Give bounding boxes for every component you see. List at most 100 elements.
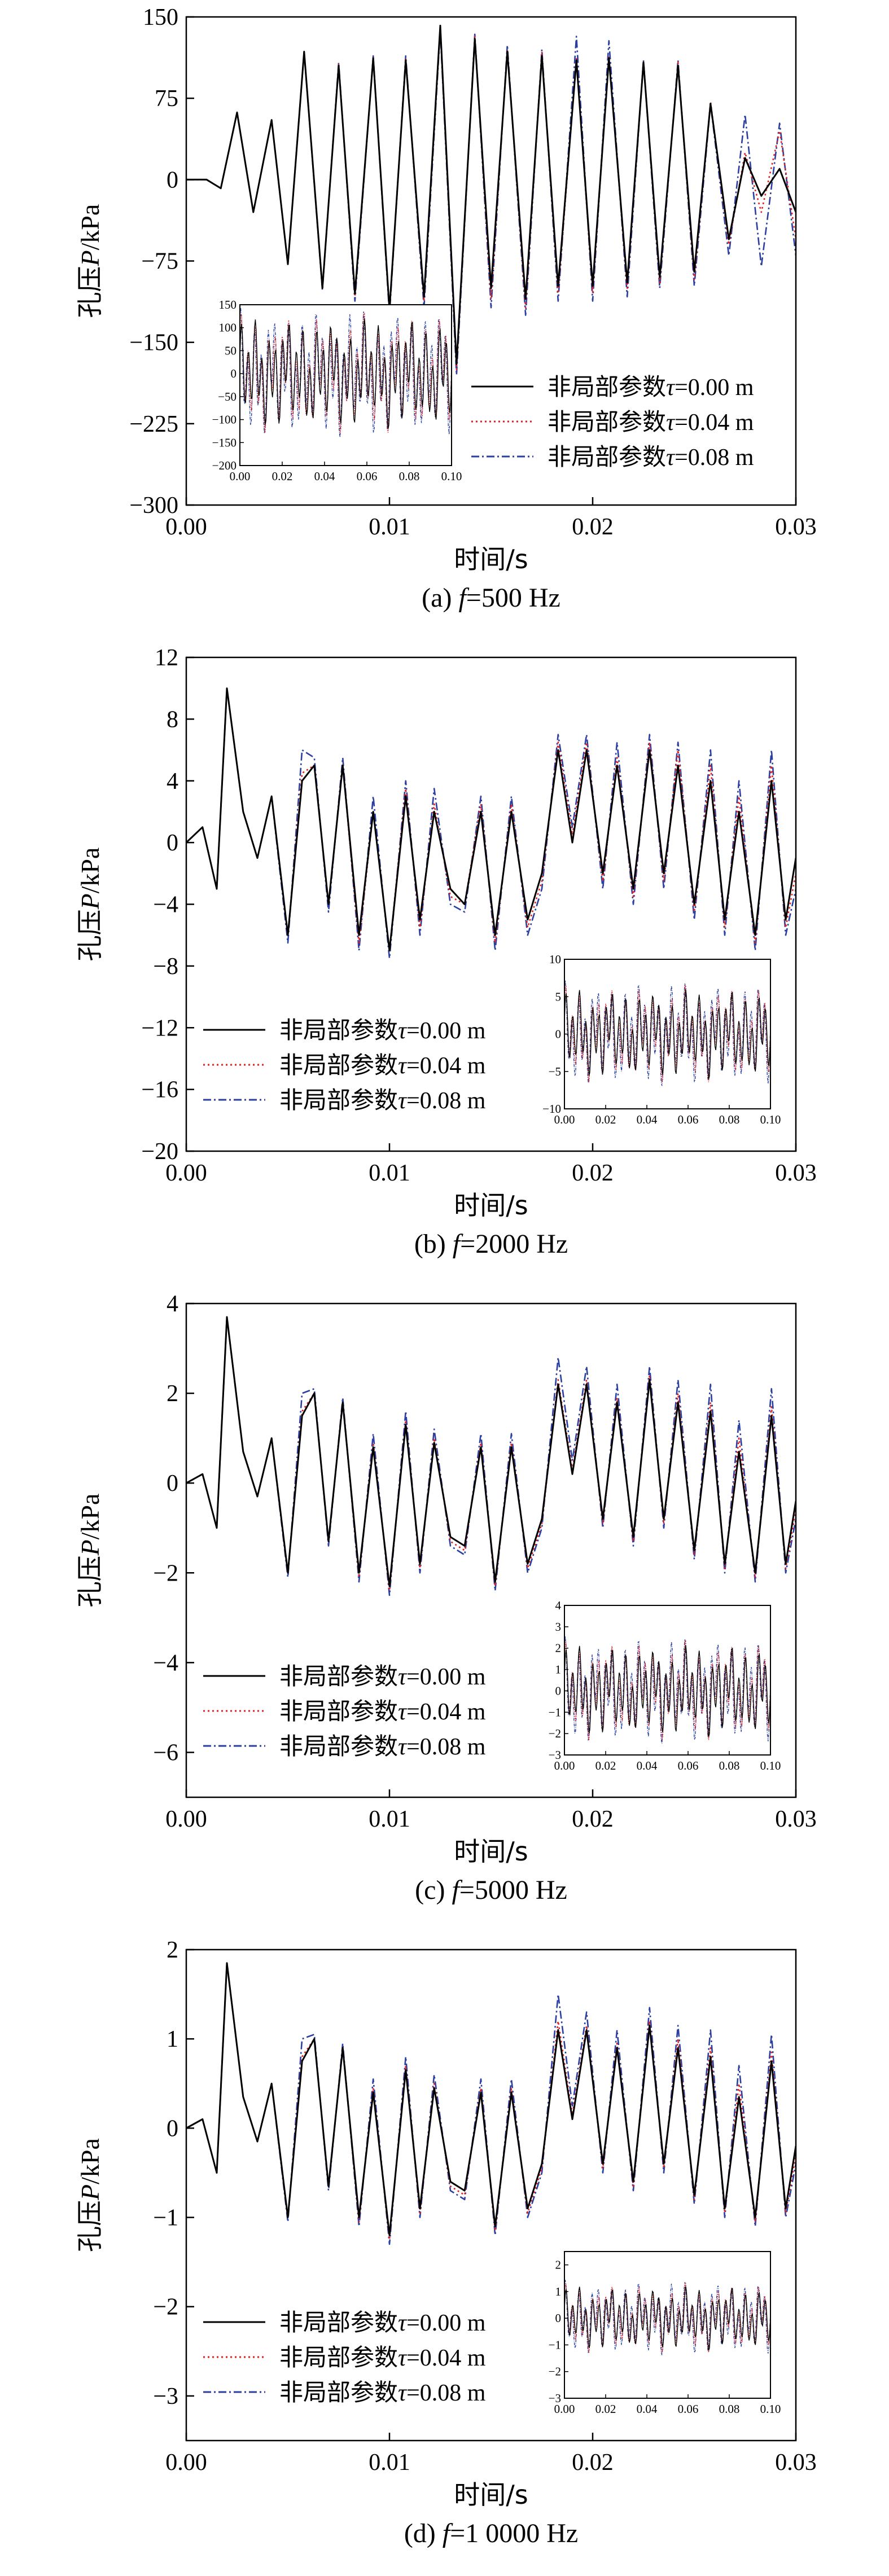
y-tick-label: 0 (167, 830, 178, 856)
y-tick-label: 1 (167, 2026, 178, 2052)
inset-x-tick-label: 0.10 (760, 1759, 781, 1772)
legend-label-prefix: 非局部参数 (279, 2378, 398, 2406)
legend-label-prefix: 非局部参数 (279, 1697, 398, 1725)
legend-label-2: 非局部参数τ=0.08 m (279, 1086, 486, 1114)
legend-label-prefix: 非局部参数 (548, 373, 666, 401)
caption-prefix: (b) (414, 1229, 453, 1259)
y-tick-label: 4 (167, 769, 178, 795)
legend-label-prefix: 非局部参数 (279, 1086, 398, 1114)
inset-series-line-0 (564, 2286, 770, 2351)
inset-y-tick-label: −150 (212, 436, 237, 449)
plot-frame (185, 1302, 797, 1798)
y-tick-label: −2 (153, 1560, 178, 1586)
plot-frame (185, 1949, 797, 2442)
legend-label-var: τ (398, 1053, 408, 1079)
inset-x-tick-label: 0.06 (678, 2402, 699, 2416)
inset-y-tick-label: 0 (231, 367, 237, 380)
caption-value: =1 0000 Hz (450, 2518, 578, 2548)
legend-label-value: =0.08 m (675, 445, 754, 471)
series-line-0 (186, 1962, 796, 2236)
inset-y-tick-label: 1 (555, 1663, 562, 1677)
inset-x-tick-label: 0.06 (678, 1113, 699, 1126)
legend-label-prefix: 非局部参数 (548, 408, 666, 436)
inset-x-tick-label: 0.04 (314, 469, 335, 483)
y-axis-label: 孔压P/kPa (75, 1494, 105, 1608)
legend-label-var: τ (398, 2380, 408, 2406)
inset-series-group (240, 308, 452, 437)
legend-label-0: 非局部参数τ=0.00 m (279, 1662, 486, 1690)
inset-y-tick-label: 150 (219, 298, 237, 311)
inset-background (240, 305, 452, 466)
legend-label-2: 非局部参数τ=0.08 m (548, 443, 754, 471)
y-axis-label-suffix: /kPa (76, 1494, 104, 1540)
series-line-2 (186, 29, 796, 376)
y-tick-label: 12 (155, 645, 178, 671)
y-tick-label: 2 (167, 1937, 178, 1963)
series-line-0 (186, 687, 796, 951)
x-axis-label: 时间/s (454, 1836, 528, 1867)
x-tick-label: 0.01 (369, 2450, 410, 2476)
legend-label-value: =0.00 m (406, 1664, 486, 1690)
legend-label-2: 非局部参数τ=0.08 m (279, 1732, 486, 1760)
inset-x-tick-label: 0.08 (719, 1759, 740, 1772)
x-tick-label: 0.00 (165, 1806, 207, 1832)
inset-series-line-0 (564, 1645, 770, 1737)
inset-x-tick-label: 0.02 (595, 1759, 616, 1772)
inset-plot: 10 5 0 −5 −100.00 0.02 0.04 0.06 0.08 0.10 (542, 953, 781, 1126)
legend-label-prefix: 非局部参数 (279, 2344, 398, 2371)
inset-x-tick-label: 0.00 (554, 2402, 575, 2416)
legend-label-var: τ (398, 2310, 408, 2336)
y-tick-label: −300 (129, 493, 178, 519)
y-tick-label: 75 (155, 86, 178, 112)
x-tick-label: 0.02 (572, 2450, 614, 2476)
x-tick-label: 0.01 (369, 1806, 410, 1832)
y-tick-label: −3 (153, 2384, 178, 2410)
inset-x-tick-label: 0.06 (357, 469, 378, 483)
x-tick-label: 0.00 (165, 1160, 207, 1186)
inset-series-group (564, 2280, 770, 2355)
y-axis-label: 孔压P/kPa (75, 2138, 105, 2252)
caption-prefix: (a) (422, 583, 458, 613)
inset-x-tick-label: 0.10 (441, 469, 462, 483)
inset-x-tick-label: 0.10 (760, 2402, 781, 2416)
legend-label-var: τ (398, 1734, 408, 1760)
chart-panel-3: 4 2 0 −2 −4 −6 0.00 0.01 0.02 0.03 时间/s 孔压P/kPa (c) … (75, 1291, 817, 1905)
inset-y-tick-label: −10 (542, 1102, 561, 1116)
y-tick-label: 0 (167, 2116, 178, 2141)
inset-series-line-1 (240, 313, 452, 433)
legend-label-value: =0.08 m (406, 1734, 486, 1760)
caption-value: =2000 Hz (460, 1229, 568, 1259)
legend-label-1: 非局部参数τ=0.04 m (279, 2344, 486, 2371)
inset-x-tick-label: 0.10 (760, 1113, 781, 1126)
legend-label-1: 非局部参数τ=0.04 m (279, 1051, 486, 1079)
inset-x-tick-label: 0.08 (719, 2402, 740, 2416)
panel-caption: (d) f=1 0000 Hz (404, 2518, 578, 2548)
legend-label-var: τ (666, 445, 676, 471)
series-line-0 (186, 1316, 796, 1587)
caption-prefix: (d) (404, 2518, 443, 2548)
legend-label-prefix: 非局部参数 (548, 443, 666, 471)
legend-label-prefix: 非局部参数 (279, 2309, 398, 2336)
y-tick-label: −225 (129, 411, 178, 437)
inset-y-tick-label: −5 (549, 1065, 561, 1078)
x-tick-label: 0.02 (572, 1160, 614, 1186)
inset-y-tick-label: 0 (555, 1028, 562, 1041)
legend-label-var: τ (666, 375, 676, 401)
y-tick-label: 8 (167, 706, 178, 732)
inset-x-tick-label: 0.04 (637, 1113, 658, 1126)
legend-label-prefix: 非局部参数 (279, 1732, 398, 1760)
y-tick-label: 0 (167, 1471, 178, 1497)
inset-series-line-0 (240, 318, 452, 429)
inset-y-tick-label: 1 (555, 2285, 562, 2298)
inset-x-tick-label: 0.00 (554, 1759, 575, 1772)
legend-label-0: 非局部参数τ=0.00 m (548, 373, 754, 401)
inset-x-tick-label: 0.08 (719, 1113, 740, 1126)
inset-y-tick-label: 0 (555, 1684, 562, 1697)
caption-value: =500 Hz (466, 583, 560, 613)
caption-prefix: (c) (415, 1875, 452, 1905)
y-tick-label: −12 (141, 1015, 178, 1041)
inset-y-tick-label: −100 (212, 413, 237, 427)
